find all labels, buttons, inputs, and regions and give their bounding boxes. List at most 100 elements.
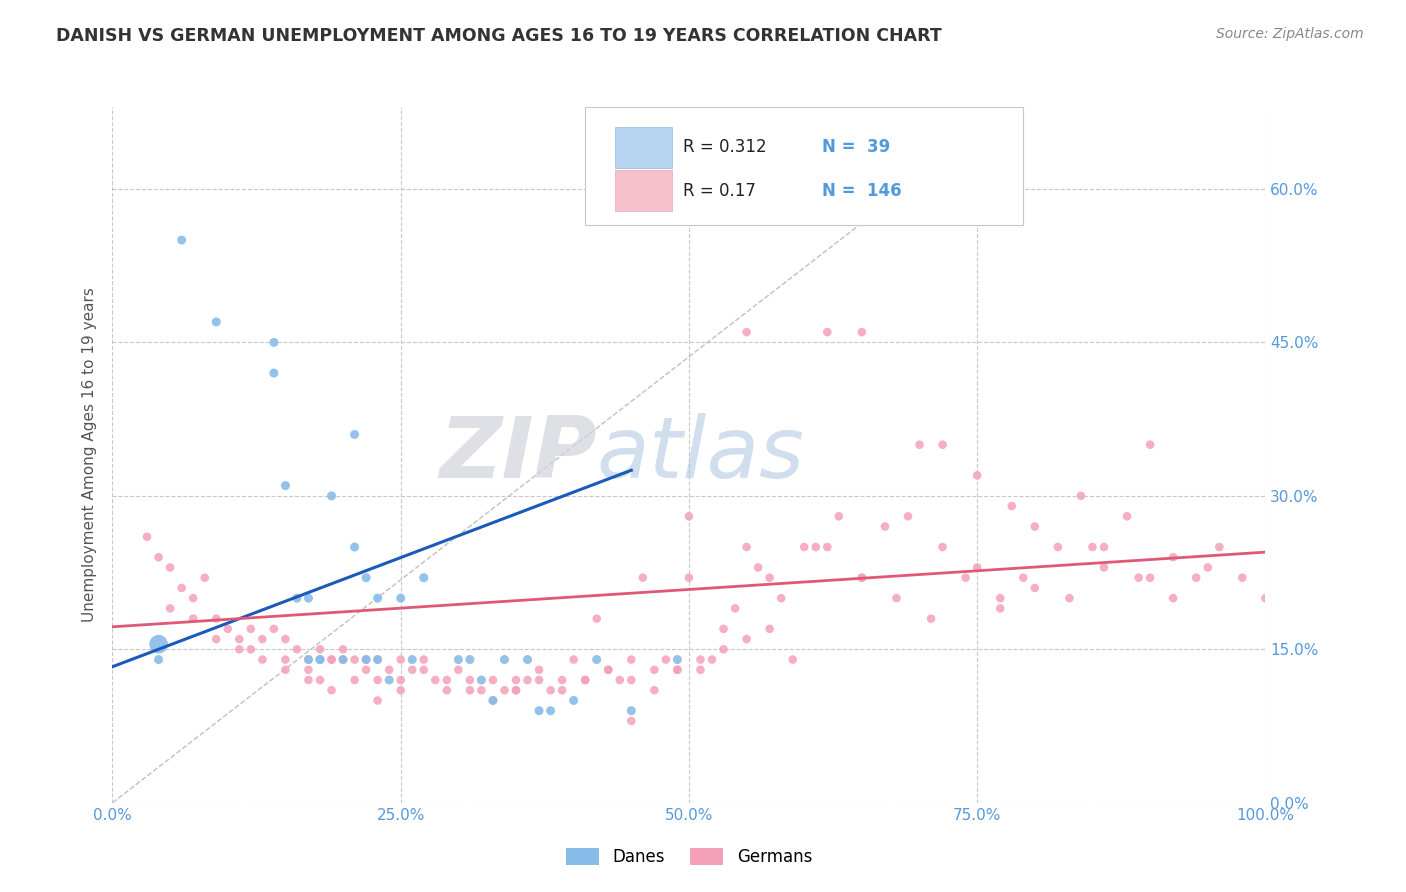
Point [966, 560, 988, 574]
Point [585, 612, 607, 626]
Point [205, 612, 228, 626]
Point [228, 642, 250, 657]
Point [354, 652, 377, 666]
Legend: Danes, Germans: Danes, Germans [558, 839, 820, 874]
Point [804, 540, 827, 554]
Y-axis label: Unemployment Among Ages 16 to 19 years: Unemployment Among Ages 16 to 19 years [82, 287, 97, 623]
Point [1197, 560, 1219, 574]
Point [585, 652, 607, 666]
Point [1046, 540, 1069, 554]
Text: N =  39: N = 39 [821, 137, 890, 156]
Point [666, 663, 689, 677]
Point [343, 652, 366, 666]
Point [297, 673, 319, 687]
Point [562, 693, 585, 707]
Point [516, 673, 538, 687]
Point [447, 663, 470, 677]
Point [482, 693, 505, 707]
Point [631, 571, 654, 585]
Text: R = 0.312: R = 0.312 [683, 137, 766, 156]
Point [1024, 581, 1046, 595]
Point [263, 335, 285, 350]
Point [436, 673, 458, 687]
Point [966, 468, 988, 483]
Point [389, 652, 412, 666]
Point [482, 673, 505, 687]
Point [367, 652, 389, 666]
Point [713, 622, 735, 636]
Point [136, 530, 159, 544]
Point [148, 637, 170, 651]
Point [332, 652, 354, 666]
Point [470, 673, 492, 687]
Point [412, 663, 434, 677]
Point [527, 663, 550, 677]
Point [678, 571, 700, 585]
Point [228, 632, 250, 646]
FancyBboxPatch shape [616, 170, 672, 211]
Point [735, 632, 758, 646]
Point [1059, 591, 1081, 606]
Point [170, 581, 193, 595]
Point [1012, 571, 1035, 585]
Point [389, 591, 412, 606]
Point [828, 509, 851, 524]
Point [735, 325, 758, 339]
Point [1208, 540, 1230, 554]
Point [1139, 571, 1161, 585]
Point [551, 673, 574, 687]
Point [1139, 438, 1161, 452]
Point [931, 540, 953, 554]
Point [505, 683, 527, 698]
Point [252, 652, 274, 666]
Point [412, 652, 434, 666]
Point [401, 652, 423, 666]
Point [609, 673, 631, 687]
Point [367, 591, 389, 606]
Point [447, 652, 470, 666]
Point [851, 571, 873, 585]
Point [285, 642, 308, 657]
Point [354, 652, 377, 666]
Point [263, 366, 285, 380]
Point [851, 325, 873, 339]
Point [747, 560, 769, 574]
Point [436, 683, 458, 698]
Point [851, 571, 873, 585]
Point [724, 601, 747, 615]
Point [309, 642, 332, 657]
Point [551, 683, 574, 698]
Point [378, 673, 401, 687]
Point [181, 612, 204, 626]
Point [527, 673, 550, 687]
Point [217, 622, 239, 636]
Point [1161, 591, 1184, 606]
Point [1001, 499, 1024, 513]
Point [274, 632, 297, 646]
Point [354, 663, 377, 677]
Point [574, 673, 596, 687]
Point [274, 478, 297, 492]
Point [321, 652, 343, 666]
Point [931, 438, 953, 452]
Point [297, 652, 319, 666]
Point [643, 663, 665, 677]
Point [194, 571, 217, 585]
Point [574, 673, 596, 687]
Point [148, 652, 170, 666]
Point [758, 571, 780, 585]
Point [689, 652, 711, 666]
Point [516, 652, 538, 666]
Point [955, 571, 977, 585]
Point [401, 663, 423, 677]
Point [321, 683, 343, 698]
Point [598, 663, 620, 677]
Point [540, 704, 562, 718]
Point [598, 663, 620, 677]
Text: N =  146: N = 146 [821, 182, 901, 200]
Point [252, 632, 274, 646]
Point [689, 663, 711, 677]
Point [666, 663, 689, 677]
Point [770, 591, 793, 606]
Point [343, 540, 366, 554]
